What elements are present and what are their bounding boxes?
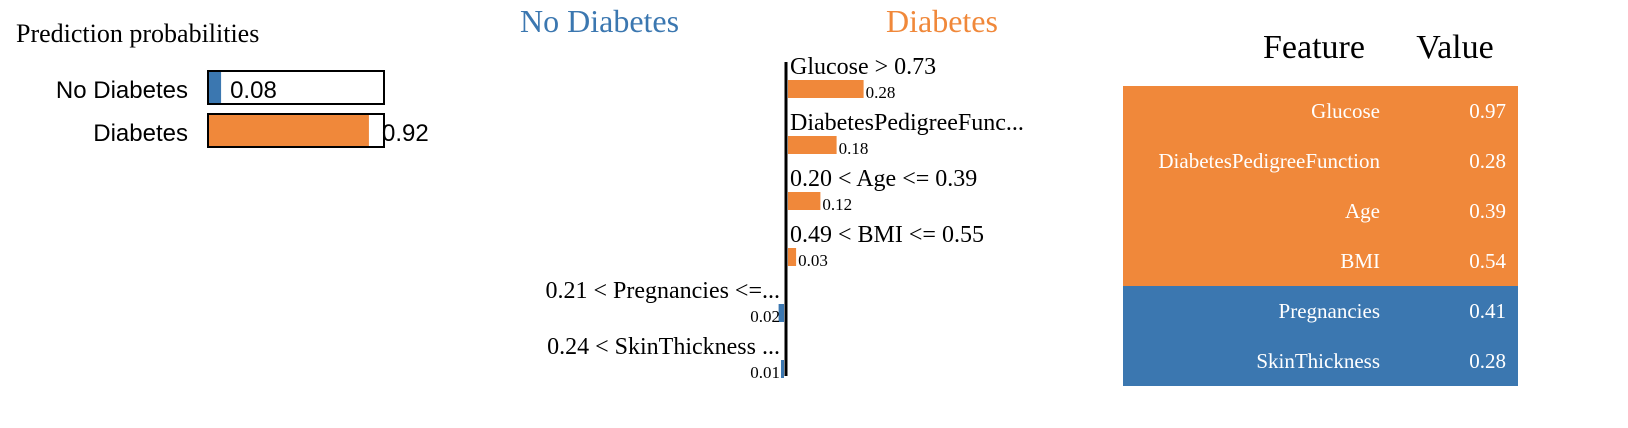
table-value-cell: 0.28 xyxy=(1469,349,1506,373)
table-header-value: Value xyxy=(1416,29,1493,66)
table-row xyxy=(1123,86,1518,136)
table-value-cell: 0.97 xyxy=(1469,99,1506,123)
contribution-bar xyxy=(788,248,797,266)
contribution-value-label: 0.01 xyxy=(750,363,780,382)
feature-condition-label: 0.20 < Age <= 0.39 xyxy=(790,166,977,192)
feature-condition-label: 0.24 < SkinThickness ... xyxy=(547,334,780,360)
table-row xyxy=(1123,236,1518,286)
feature-condition-label: 0.49 < BMI <= 0.55 xyxy=(790,222,984,248)
feature-condition-label: Glucose > 0.73 xyxy=(790,54,936,80)
probability-bar xyxy=(209,72,222,103)
contribution-bar xyxy=(778,304,784,322)
contribution-bar xyxy=(788,136,837,154)
contribution-value-label: 0.28 xyxy=(866,83,896,102)
table-value-cell: 0.28 xyxy=(1469,149,1506,173)
table-header-feature: Feature xyxy=(1263,29,1365,66)
table-row xyxy=(1123,186,1518,236)
probabilities-title: Prediction probabilities xyxy=(16,19,259,48)
negative-class-label: No Diabetes xyxy=(520,3,679,39)
feature-condition-label: DiabetesPedigreeFunc... xyxy=(790,110,1024,136)
probability-bar xyxy=(209,115,369,146)
probability-value-label: 0.92 xyxy=(382,120,429,147)
table-feature-cell: Pregnancies xyxy=(1279,299,1380,323)
contribution-value-label: 0.18 xyxy=(839,139,869,158)
table-row xyxy=(1123,336,1518,386)
probability-class-label: Diabetes xyxy=(93,120,188,147)
contribution-value-label: 0.03 xyxy=(798,251,828,270)
contribution-value-label: 0.02 xyxy=(750,307,780,326)
table-feature-cell: Age xyxy=(1345,199,1380,223)
positive-class-label: Diabetes xyxy=(886,3,998,39)
contribution-bar xyxy=(788,80,864,98)
table-feature-cell: SkinThickness xyxy=(1256,349,1380,373)
table-feature-cell: DiabetesPedigreeFunction xyxy=(1158,149,1380,173)
probability-value-label: 0.08 xyxy=(230,77,277,104)
table-value-cell: 0.54 xyxy=(1469,249,1506,273)
table-feature-cell: BMI xyxy=(1340,249,1380,273)
feature-condition-label: 0.21 < Pregnancies <=... xyxy=(545,278,780,304)
feature-value-table: Feature Value Glucose 0.97 DiabetesPedigre… xyxy=(1123,29,1518,386)
contribution-value-label: 0.12 xyxy=(822,195,852,214)
contribution-bar xyxy=(781,360,784,378)
table-row xyxy=(1123,136,1518,186)
table-feature-cell: Glucose xyxy=(1311,99,1380,123)
probability-class-label: No Diabetes xyxy=(56,77,188,104)
table-value-cell: 0.41 xyxy=(1469,299,1506,323)
feature-contribution-panel: No Diabetes Diabetes Glucose > 0.73 0.28 D… xyxy=(520,3,1024,382)
probability-bar-frame xyxy=(207,70,385,105)
prediction-probabilities-panel: Prediction probabilities No Diabetes 0.08… xyxy=(16,19,429,148)
contribution-bar xyxy=(788,192,821,210)
table-value-cell: 0.39 xyxy=(1469,199,1506,223)
table-row xyxy=(1123,286,1518,336)
